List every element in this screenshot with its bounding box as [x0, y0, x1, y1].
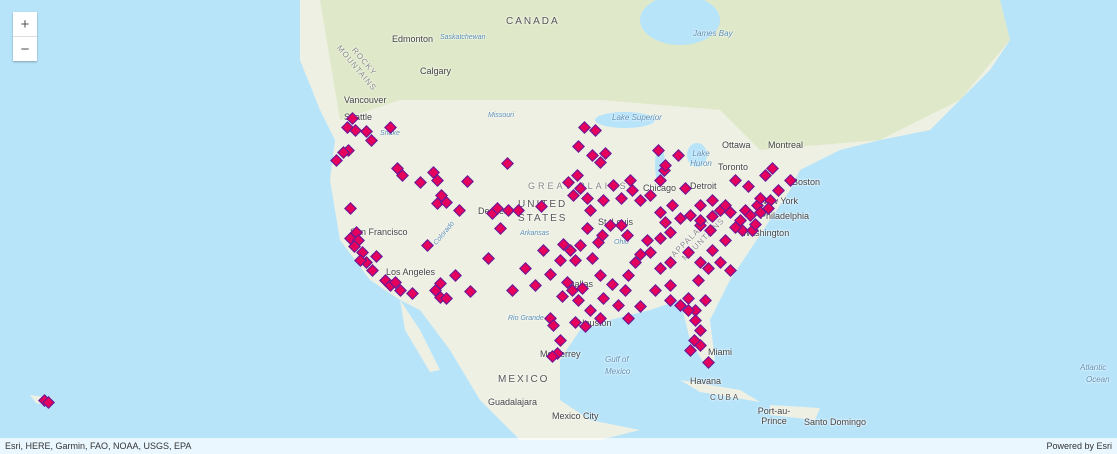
label-miami: Miami [708, 347, 732, 357]
label-san-francisco: San Francisco [350, 227, 408, 237]
zoom-in-button[interactable]: + [20, 15, 30, 33]
label-lake-huron: Lake Huron [690, 149, 712, 168]
label-santo-domingo: Santo Domingo [804, 417, 867, 427]
lake-superior [595, 112, 655, 128]
label-new-york: New York [760, 196, 799, 206]
hispaniola [770, 405, 820, 420]
zoom-control: + − [13, 12, 37, 61]
label-philadelphia: Philadelphia [760, 211, 810, 221]
attribution-sources[interactable]: Esri, HERE, Garmin, FAO, NOAA, USGS, EPA [5, 441, 192, 451]
label-mexico: MEXICO [498, 374, 550, 385]
label-vancouver: Vancouver [344, 95, 387, 105]
label-lake-superior: Lake Superior [612, 113, 662, 122]
label-missouri: Missouri [488, 112, 515, 119]
land-canada-green [320, 0, 1010, 150]
label-mexico-city: Mexico City [552, 411, 599, 421]
label-ohio: Ohio [614, 239, 629, 246]
label-atlantic: Atlantic [1080, 363, 1107, 372]
label-gulf-mexico: Mexico [605, 367, 631, 376]
label-ottawa: Ottawa [722, 140, 751, 150]
label-montreal: Montreal [768, 140, 804, 150]
cuba [680, 380, 760, 402]
attribution-bar: Esri, HERE, Garmin, FAO, NOAA, USGS, EPA… [0, 438, 1117, 454]
label-toronto: Toronto [718, 162, 749, 172]
label-boston: Boston [792, 177, 821, 187]
label-rio-grande: Rio Grande [508, 315, 544, 322]
label-st-louis: St. Louis [598, 217, 634, 227]
label-gulf-of: Gulf of [605, 355, 629, 364]
label-detroit: Detroit [690, 181, 717, 191]
label-guadalajara: Guadalajara [488, 397, 538, 407]
baja [400, 300, 440, 372]
label-edmonton: Edmonton [392, 34, 434, 44]
label-los-angeles: Los Angeles [386, 267, 436, 277]
label-calgary: Calgary [420, 66, 452, 76]
label-houston: Houston [578, 318, 612, 328]
label-arkansas: Arkansas [520, 230, 550, 237]
label-chicago: Chicago [643, 183, 677, 193]
powered-by-esri[interactable]: Powered by Esri [1046, 441, 1112, 451]
label-washington: Washington [742, 228, 790, 238]
label-ocean: Ocean [1086, 375, 1110, 384]
label-cuba: CUBA [710, 393, 741, 402]
label-canada: CANADA [506, 16, 560, 27]
label-havana: Havana [690, 376, 722, 386]
label-states: STATES [518, 213, 568, 224]
label-james-bay: James Bay [693, 29, 733, 38]
zoom-out-button[interactable]: − [13, 36, 37, 61]
hudson-bay [640, 0, 720, 45]
lake-huron [687, 143, 707, 167]
label-port-au-prince: Port-au-Prince [757, 406, 791, 426]
label-saskatchewan: Saskatchewan [440, 34, 486, 41]
